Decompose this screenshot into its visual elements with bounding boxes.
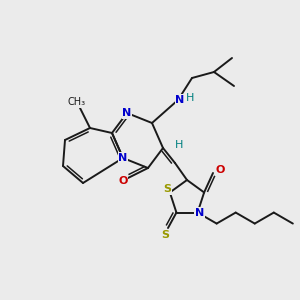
Text: S: S bbox=[163, 184, 171, 194]
Text: H: H bbox=[175, 140, 183, 151]
Text: N: N bbox=[122, 108, 132, 118]
Text: N: N bbox=[176, 95, 184, 105]
Text: N: N bbox=[118, 153, 127, 163]
Text: O: O bbox=[215, 165, 225, 175]
Text: N: N bbox=[195, 208, 204, 218]
Text: CH₃: CH₃ bbox=[68, 97, 86, 107]
Text: S: S bbox=[161, 230, 169, 240]
Text: H: H bbox=[186, 93, 194, 103]
Text: O: O bbox=[118, 176, 128, 186]
